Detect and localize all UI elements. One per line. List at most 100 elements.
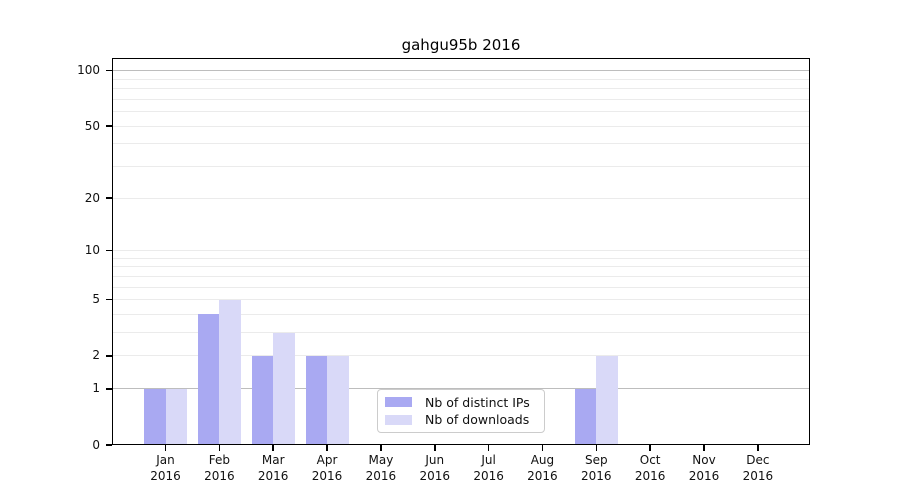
x-tick-year: 2016 [204, 469, 235, 483]
x-tick-label-dec: Dec 2016 [726, 452, 790, 484]
legend-swatch [385, 397, 412, 408]
x-tick-month: Aug [530, 453, 555, 467]
x-tick-year: 2016 [311, 469, 343, 483]
x-tick-year: 2016 [150, 469, 181, 483]
x-tick-may [380, 445, 382, 451]
x-tick-oct [649, 445, 651, 451]
gridline-y-70 [112, 98, 810, 100]
x-tick-year: 2016 [257, 469, 289, 483]
x-tick-month: Feb [208, 453, 230, 467]
x-tick-nov [703, 445, 705, 451]
gridline-y-40 [112, 143, 810, 145]
y-tick-label-10: 10 [84, 242, 100, 257]
bar-distinct-ips-jan [144, 388, 166, 445]
x-tick-dec [757, 445, 759, 451]
x-tick-sep [595, 445, 598, 451]
x-tick-month: Oct [639, 453, 661, 467]
gridline-y-5 [112, 299, 810, 301]
x-tick-feb [218, 445, 221, 451]
x-tick-apr [326, 445, 328, 451]
y-tick-label-1: 1 [92, 381, 100, 396]
gridline-y-90 [112, 78, 810, 80]
x-tick-year: 2016 [473, 469, 504, 483]
gridline-y-10 [112, 249, 810, 251]
gridline-y-80 [112, 88, 810, 90]
x-tick-month: Mar [261, 453, 285, 467]
x-tick-jan [164, 445, 167, 451]
gridline-y-30 [112, 165, 810, 167]
gridline-y-3 [112, 332, 810, 334]
gridline-y-100 [112, 70, 810, 72]
x-tick-label-may: May 2016 [349, 452, 413, 484]
y-tick-label-50: 50 [84, 118, 100, 133]
legend: Nb of distinct IPs Nb of downloads [377, 389, 545, 433]
gridline-y-7 [112, 275, 810, 277]
bar-distinct-ips-sep [574, 388, 597, 445]
gridline-y-4 [112, 313, 810, 315]
x-tick-label-mar: Mar 2016 [241, 452, 305, 484]
bar-downloads-sep [596, 355, 618, 445]
x-tick-month: May [368, 453, 394, 467]
y-tick-label-2: 2 [92, 348, 100, 363]
legend-label: Nb of downloads [425, 412, 530, 428]
y-tick-5 [106, 298, 112, 301]
y-tick-2 [106, 355, 112, 357]
x-tick-aug [541, 445, 544, 451]
x-tick-jul [487, 445, 490, 451]
x-tick-month: Jan [156, 453, 175, 467]
x-tick-label-jun: Jun 2016 [403, 452, 467, 484]
y-tick-label-20: 20 [84, 190, 100, 205]
x-tick-year: 2016 [419, 469, 451, 483]
plot-area: 0 1 2 5 10 20 50 100 Jan 2016 Feb 2016 Mar 2016 Apr 201… [77, 58, 810, 483]
x-tick-mar [272, 445, 274, 451]
gridline-y-2 [112, 355, 810, 357]
gridline-y-9 [112, 257, 810, 259]
x-tick-month: Jun [425, 453, 445, 467]
y-tick-100 [106, 69, 112, 72]
gridline-y-6 [112, 286, 810, 288]
gridline-y-1 [112, 388, 810, 390]
y-tick-20 [106, 197, 112, 199]
legend-item-downloads: Nb of downloads [385, 412, 537, 427]
legend-swatch [385, 414, 412, 425]
x-tick-month: Apr [316, 453, 338, 467]
legend-label: Nb of distinct IPs [425, 394, 530, 410]
x-tick-label-nov: Nov 2016 [672, 452, 736, 484]
x-tick-month: Dec [746, 453, 770, 467]
bar-downloads-feb [219, 299, 241, 445]
x-tick-year: 2016 [365, 469, 397, 483]
y-tick-0 [106, 444, 112, 446]
x-tick-year: 2016 [581, 469, 612, 483]
bar-downloads-mar [273, 332, 295, 445]
x-tick-label-sep: Sep 2016 [564, 452, 628, 484]
legend-item-distinct-ips: Nb of distinct IPs [385, 395, 537, 410]
x-tick-month: Nov [692, 453, 716, 467]
gridline-y-50 [112, 125, 810, 127]
bar-distinct-ips-mar [251, 355, 274, 445]
y-tick-50 [106, 125, 112, 127]
x-tick-label-jul: Jul 2016 [457, 452, 521, 484]
x-tick-label-apr: Apr 2016 [295, 452, 359, 484]
bar-distinct-ips-apr [305, 355, 328, 445]
bar-downloads-apr [327, 355, 349, 445]
x-tick-month: Sep [584, 453, 608, 467]
x-tick-label-oct: Oct 2016 [618, 452, 682, 484]
x-tick-label-feb: Feb 2016 [187, 452, 251, 484]
x-tick-year: 2016 [742, 469, 774, 483]
bar-distinct-ips-feb [197, 314, 220, 445]
x-tick-year: 2016 [688, 469, 720, 483]
x-tick-label-aug: Aug 2016 [510, 452, 574, 484]
chart-title: gahgu95b 2016 [401, 36, 521, 54]
x-tick-year: 2016 [634, 469, 666, 483]
y-tick-label-5: 5 [92, 292, 100, 307]
x-tick-month: Jul [481, 453, 496, 467]
gridline-y-60 [112, 111, 810, 113]
gridline-y-8 [112, 266, 810, 268]
y-tick-1 [106, 387, 112, 390]
y-tick-label-100: 100 [77, 63, 100, 78]
x-tick-label-jan: Jan 2016 [134, 452, 198, 484]
x-tick-jun [433, 445, 436, 451]
y-tick-label-0: 0 [92, 437, 100, 452]
gridline-y-20 [112, 197, 810, 199]
